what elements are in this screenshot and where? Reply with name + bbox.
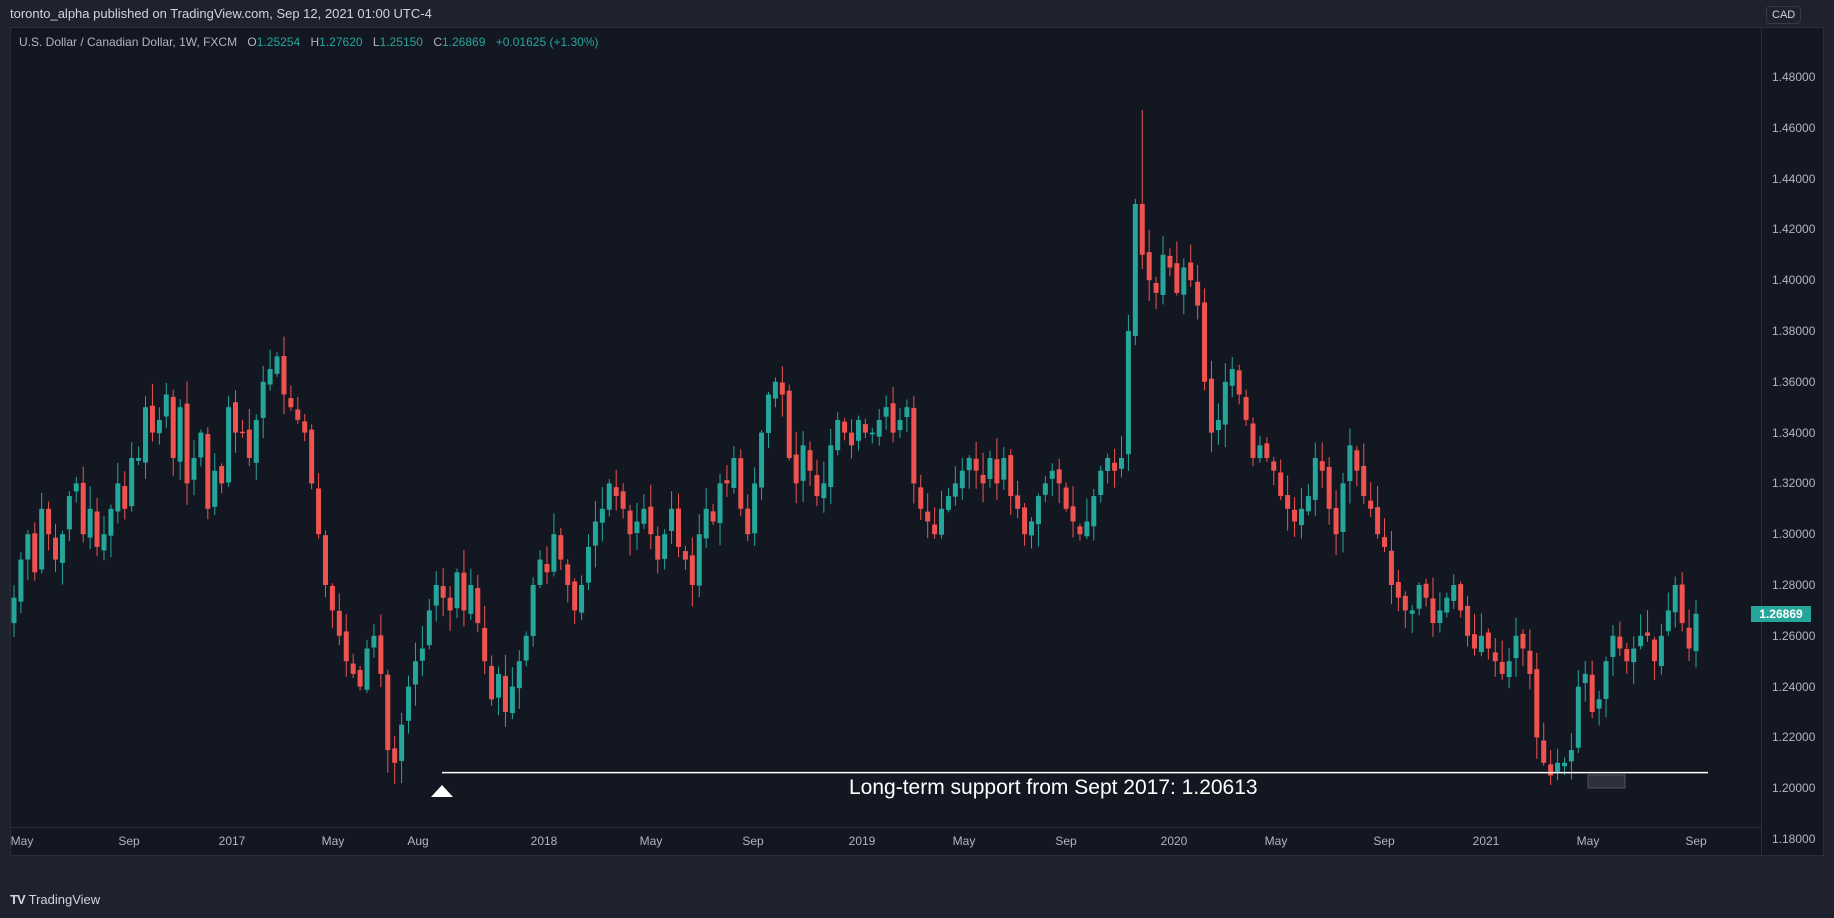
time-label: May bbox=[1264, 834, 1288, 848]
time-label: Sep bbox=[1685, 834, 1707, 848]
price-tick: 1.46000 bbox=[1772, 120, 1816, 135]
time-axis-divider bbox=[10, 827, 1761, 828]
price-tick: 1.20000 bbox=[1772, 781, 1816, 796]
price-tick: 1.38000 bbox=[1772, 324, 1816, 338]
time-label: May bbox=[1576, 834, 1600, 848]
low-value: 1.25150 bbox=[379, 35, 423, 49]
price-tick: 1.18000 bbox=[1772, 832, 1816, 846]
low-label: L bbox=[372, 35, 380, 49]
time-label: 2021 bbox=[1472, 834, 1500, 848]
time-label: 2018 bbox=[530, 834, 558, 848]
brand-name: TradingView bbox=[28, 892, 101, 907]
time-label: 2017 bbox=[218, 834, 246, 848]
price-tick: 1.28000 bbox=[1772, 578, 1816, 592]
footer-brand: TV TradingView bbox=[10, 892, 100, 907]
chart-legend: U.S. Dollar / Canadian Dollar, 1W, FXCM … bbox=[19, 35, 598, 49]
time-label: 2020 bbox=[1160, 834, 1188, 848]
time-label: May bbox=[639, 834, 663, 848]
time-label: May bbox=[321, 834, 345, 848]
price-tick: 1.42000 bbox=[1772, 222, 1816, 237]
price-tick: 1.34000 bbox=[1772, 425, 1816, 440]
arrow-up-icon bbox=[431, 785, 453, 797]
price-tick: 1.32000 bbox=[1772, 476, 1816, 491]
price-tick: 1.44000 bbox=[1772, 171, 1816, 186]
open-label: O bbox=[247, 35, 257, 49]
close-label: C bbox=[433, 35, 442, 49]
highlight-box bbox=[1587, 774, 1626, 789]
time-label: May bbox=[10, 834, 34, 848]
time-label: 2019 bbox=[848, 834, 876, 848]
currency-button[interactable]: CAD bbox=[1766, 6, 1802, 24]
time-label: May bbox=[952, 834, 976, 848]
change-value: +0.01625 (+1.30%) bbox=[495, 35, 599, 49]
symbol-title[interactable]: U.S. Dollar / Canadian Dollar, 1W, FXCM bbox=[19, 35, 238, 49]
last-price-label: 1.26869 bbox=[1751, 605, 1811, 622]
open-value: 1.25254 bbox=[256, 35, 301, 49]
price-tick: 1.26000 bbox=[1772, 628, 1816, 643]
price-tick: 1.24000 bbox=[1772, 679, 1816, 694]
price-tick: 1.22000 bbox=[1772, 730, 1816, 745]
time-label: Sep bbox=[118, 834, 140, 848]
high-value: 1.27620 bbox=[319, 35, 363, 49]
price-tick: 1.36000 bbox=[1772, 374, 1816, 389]
publisher-info: toronto_alpha published on TradingView.c… bbox=[10, 6, 432, 21]
price-axis[interactable] bbox=[1761, 28, 1824, 855]
time-label: Sep bbox=[742, 834, 764, 848]
time-label: Sep bbox=[1373, 834, 1395, 848]
time-label: Aug bbox=[407, 834, 429, 848]
high-label: H bbox=[310, 35, 320, 49]
price-tick: 1.48000 bbox=[1772, 70, 1816, 84]
price-tick: 1.30000 bbox=[1772, 527, 1816, 542]
support-annotation[interactable]: Long-term support from Sept 2017: 1.2061… bbox=[849, 776, 1258, 799]
time-label: Sep bbox=[1055, 834, 1077, 848]
tradingview-logo-icon: TV bbox=[10, 892, 26, 907]
close-value: 1.26869 bbox=[442, 35, 486, 49]
price-tick: 1.40000 bbox=[1772, 273, 1816, 288]
